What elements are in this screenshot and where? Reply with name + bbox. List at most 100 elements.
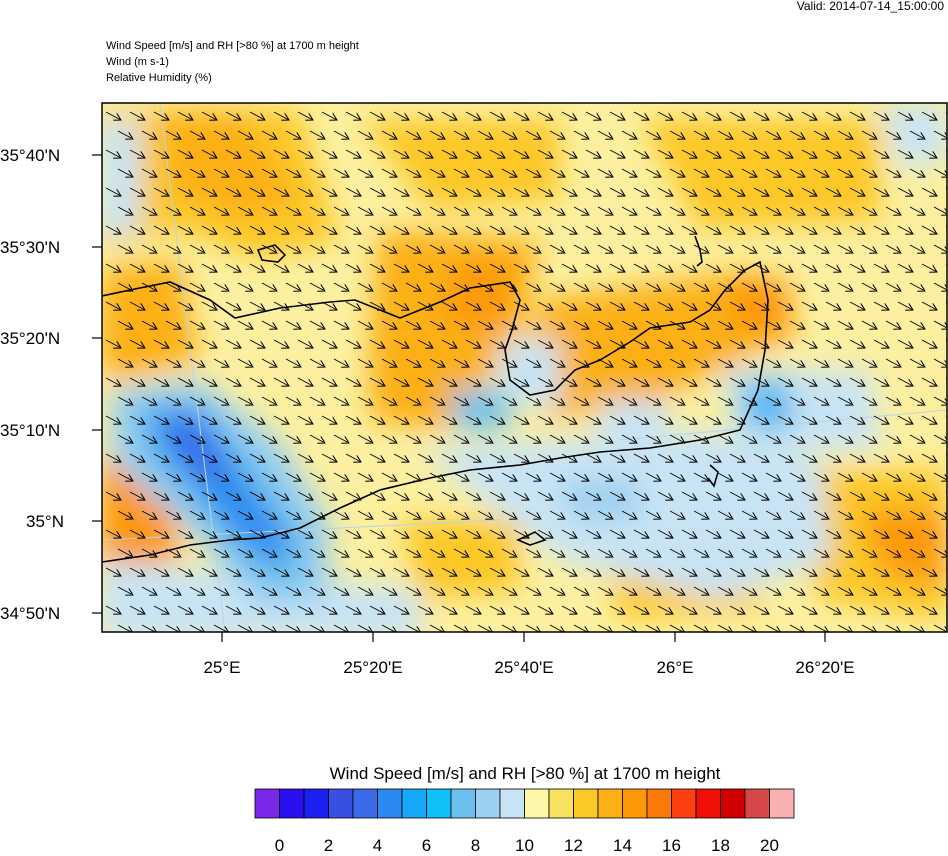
wind-arrow (273, 605, 289, 614)
wind-arrow (717, 320, 733, 329)
wind-arrow (621, 548, 637, 557)
wind-arrow (537, 149, 553, 158)
wind-arrow (609, 415, 625, 424)
wind-arrow (381, 130, 397, 139)
wind-arrow (813, 434, 829, 443)
colorbar-swatch (573, 788, 599, 819)
wind-arrow (765, 510, 781, 519)
wind-arrow (273, 263, 289, 272)
wind-arrow (693, 244, 709, 253)
wind-arrow (777, 377, 793, 386)
wind-arrow (609, 377, 625, 386)
wind-arrow (573, 206, 589, 215)
wind-arrow (153, 605, 169, 614)
wind-arrow (309, 206, 325, 215)
wind-arrow (525, 586, 541, 595)
wind-arrow (201, 149, 217, 158)
wind-arrow (357, 472, 373, 481)
wind-arrow (177, 377, 193, 386)
wind-arrow (789, 206, 805, 215)
wind-arrow (789, 434, 805, 443)
wind-arrow (153, 491, 169, 500)
wind-arrow (789, 586, 805, 595)
wind-arrow (333, 548, 349, 557)
wind-arrow (189, 282, 205, 291)
wind-arrow (585, 605, 601, 614)
wind-arrow (381, 320, 397, 329)
colorbar-swatch (622, 788, 648, 819)
wind-arrow (513, 339, 529, 348)
wind-arrow (285, 548, 301, 557)
wind-arrow (117, 548, 133, 557)
wind-arrow (261, 206, 277, 215)
wind-arrow (897, 225, 913, 234)
wind-arrow (417, 301, 433, 310)
wind-arrow (837, 472, 853, 481)
wind-arrow (177, 567, 193, 576)
wind-arrow (489, 491, 505, 500)
wind-arrow (861, 168, 877, 177)
wind-arrow (405, 130, 421, 139)
wind-arrow (633, 225, 649, 234)
wind-arrow (825, 453, 841, 462)
wind-arrow (657, 149, 673, 158)
wind-arrow (609, 605, 625, 614)
wind-arrow (213, 472, 229, 481)
wind-arrow (909, 130, 925, 139)
wind-arrow (249, 187, 265, 196)
wind-arrow (849, 415, 865, 424)
wind-arrow (657, 491, 673, 500)
colorbar-swatch (450, 788, 476, 819)
wind-arrow (129, 187, 145, 196)
wind-arrow (177, 187, 193, 196)
wind-arrow (129, 605, 145, 614)
wind-arrow (261, 548, 277, 557)
wind-arrow (285, 586, 301, 595)
wind-arrow (909, 548, 925, 557)
wind-arrow (105, 111, 121, 120)
wind-arrow (813, 396, 829, 405)
wind-arrow (585, 339, 601, 348)
wind-arrow (273, 111, 289, 120)
wind-arrow (405, 206, 421, 215)
wind-arrow (849, 567, 865, 576)
wind-arrow (729, 263, 745, 272)
wind-arrow (153, 263, 169, 272)
wind-arrow (345, 605, 361, 614)
wind-arrow (693, 434, 709, 443)
wind-arrow (501, 244, 517, 253)
wind-arrow (921, 529, 937, 538)
wind-arrow (333, 168, 349, 177)
wind-arrow (873, 529, 889, 538)
wind-arrow (681, 111, 697, 120)
wind-arrow (201, 491, 217, 500)
wind-arrow (765, 396, 781, 405)
wind-arrow (237, 586, 253, 595)
wind-arrow (429, 586, 445, 595)
wind-arrow (585, 529, 601, 538)
wind-arrow (129, 301, 145, 310)
wind-arrow (897, 301, 913, 310)
colorbar-swatch (499, 788, 525, 819)
wind-arrow (549, 206, 565, 215)
wind-arrow (681, 377, 697, 386)
colorbar-title: Wind Speed [m/s] and RH [>80 %] at 1700 … (329, 764, 721, 783)
wind-arrow (705, 339, 721, 348)
wind-arrow (465, 111, 481, 120)
wind-arrow (513, 529, 529, 538)
wind-arrow (837, 586, 853, 595)
wind-arrow (837, 548, 853, 557)
wind-arrow (849, 225, 865, 234)
wind-arrow (681, 149, 697, 158)
wind-arrow (921, 301, 937, 310)
wind-arrow (189, 510, 205, 519)
wind-arrow (273, 301, 289, 310)
wind-arrow (837, 396, 853, 405)
wind-arrow (177, 529, 193, 538)
wind-arrow (561, 225, 577, 234)
wind-arrow (753, 605, 769, 614)
wind-arrow (525, 472, 541, 481)
wind-arrow (441, 605, 457, 614)
wind-arrow (573, 510, 589, 519)
wind-arrow (717, 130, 733, 139)
